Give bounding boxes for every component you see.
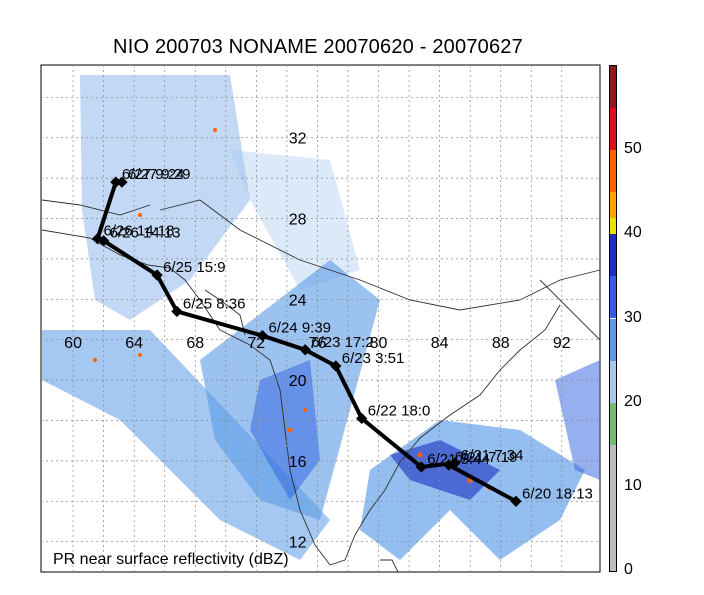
lat-label: 24 — [289, 292, 307, 309]
track-label: 6/21 7:34 — [461, 447, 524, 464]
lon-label: 92 — [553, 335, 571, 352]
track-label: 6/25 15:9 — [163, 259, 226, 276]
lat-label: 20 — [289, 373, 307, 390]
colorbar-segment — [610, 66, 616, 109]
map-title: NIO 200703 NONAME 20070620 - 20070627 — [113, 36, 523, 58]
colorbar-segment — [610, 192, 616, 218]
track-point — [256, 330, 269, 342]
sri-lanka — [380, 559, 399, 573]
west-border — [41, 199, 151, 216]
colorbar-segment — [610, 444, 616, 571]
lat-label: 28 — [289, 212, 307, 229]
lon-label: 84 — [431, 335, 449, 352]
himalaya-border — [159, 199, 601, 311]
track-label: 6/27 9:24 — [122, 166, 185, 183]
track-point — [171, 305, 183, 318]
track-point — [415, 461, 427, 473]
swath-east-coast — [555, 360, 600, 480]
swath-west — [42, 330, 330, 560]
burma-border — [539, 279, 601, 341]
track-point — [330, 360, 342, 372]
colorbar-segment — [610, 150, 616, 193]
colorbar-tick-label: 10 — [624, 476, 642, 494]
track-label: 6/22 18:0 — [368, 402, 431, 419]
lon-label: 64 — [125, 335, 143, 352]
colorbar-segment — [610, 360, 616, 403]
lat-label: 16 — [289, 454, 307, 471]
track-label: 6/25 8:36 — [183, 295, 246, 312]
colorbar-tick-label: 50 — [624, 140, 642, 158]
colorbar-segment — [610, 217, 616, 235]
india-east-coast — [329, 304, 561, 566]
reflectivity-swaths — [42, 75, 600, 560]
track-point — [510, 495, 522, 507]
track-label: 6/21 7:19 — [455, 449, 518, 466]
lat-label: 32 — [289, 131, 307, 148]
colorbar-segment — [610, 108, 616, 151]
footer-label: PR near surface reflectivity (dBZ) — [53, 551, 289, 568]
colorbar-segment — [610, 318, 616, 361]
storm-track-markers: 6/20 18:13 6/21 7:196/21 7:346/21 5:44 6/2… — [91, 166, 593, 507]
lon-label: 76 — [309, 335, 327, 352]
track-label: 6/21 5:44 — [427, 451, 490, 468]
graticule — [41, 65, 600, 572]
colorbar-tick-label: 30 — [624, 308, 642, 326]
lon-label: 80 — [370, 335, 388, 352]
lat-label: 12 — [289, 535, 307, 552]
colorbar-segment — [610, 234, 616, 277]
colorbar — [609, 65, 617, 572]
track-label: 6/23 3:51 — [342, 350, 405, 367]
swath-north-center — [230, 150, 360, 290]
lon-label: 60 — [64, 335, 82, 352]
track-point — [299, 344, 311, 356]
colorbar-segment — [610, 402, 616, 445]
track-point — [449, 457, 461, 469]
track-point — [151, 269, 163, 281]
colorbar-tick-label: 0 — [624, 561, 633, 578]
track-label: 6/20 18:13 — [522, 485, 593, 502]
track-label: 6/26 14:18 — [104, 223, 175, 240]
track-label: 6/26 14:13 — [110, 225, 181, 242]
lon-label: 68 — [186, 335, 204, 352]
colorbar-tick-label: 40 — [624, 224, 642, 242]
colorbar-segment — [610, 276, 616, 319]
track-label: 6/23 17:2 — [311, 334, 374, 351]
track-label: 6/27 9:29 — [128, 166, 191, 183]
colorbar-tick-label: 20 — [624, 392, 642, 410]
lon-label: 88 — [492, 335, 510, 352]
track-point — [356, 412, 368, 425]
track-label: 6/24 9:39 — [268, 320, 331, 337]
gulf-of-kutch — [204, 289, 246, 336]
